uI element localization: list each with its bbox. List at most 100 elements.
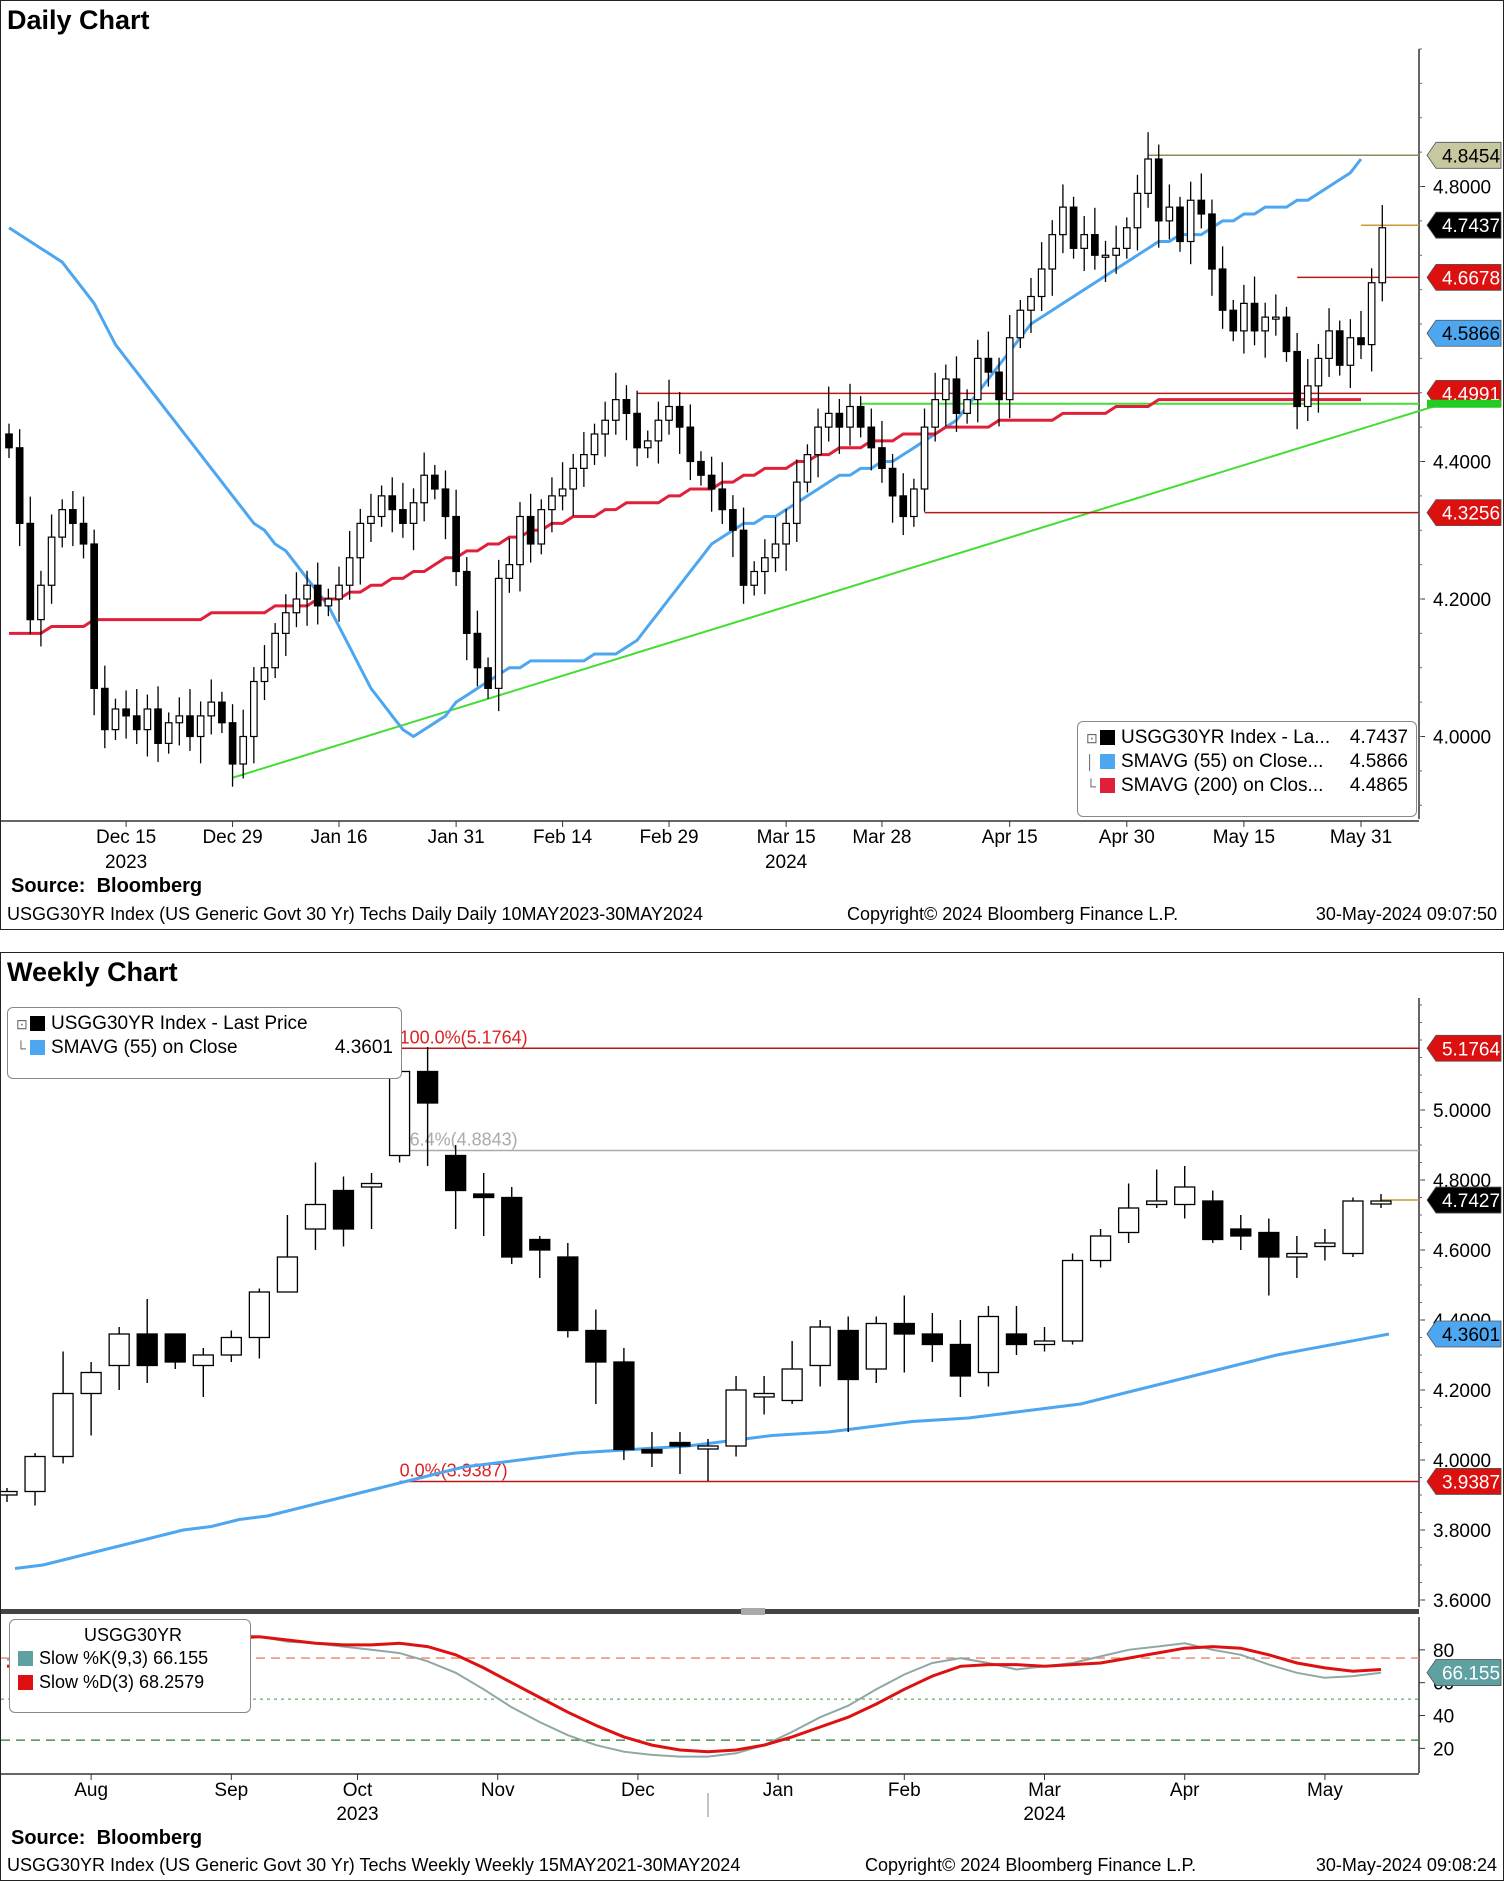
daily-candle (686, 426, 695, 463)
daily-x-tick-label: Jan 31 (428, 827, 485, 848)
weekly-sma55-line (14, 1332, 1390, 1570)
daily-candle (760, 557, 769, 573)
weekly-candle (332, 1189, 355, 1230)
daily-candle (324, 598, 333, 607)
weekly-y-tick-label: 4.6000 (1433, 1241, 1491, 1262)
stochastic-legend-title: USGG30YR (84, 1625, 183, 1645)
daily-candle (1303, 385, 1312, 408)
weekly-candle (1, 1490, 18, 1496)
daily-x-tick-label: Feb 29 (639, 827, 698, 848)
daily-candle (505, 564, 514, 579)
weekly-candle (557, 1256, 579, 1332)
daily-candle (633, 412, 641, 449)
daily-level-label: 4.3256 (1442, 504, 1500, 525)
daily-level-label: 4.5866 (1442, 324, 1500, 345)
weekly-legend-row-sma55: └ SMAVG (55) on Close 4.3601 (16, 1037, 393, 1058)
daily-candle (952, 378, 961, 414)
daily-candle (132, 715, 141, 731)
stochastic-legend-row-k: Slow %K(9,3) 66.155 (18, 1646, 242, 1670)
weekly-candle (192, 1354, 214, 1367)
stoch-value-tag (1426, 1659, 1502, 1686)
daily-candle (590, 433, 599, 456)
daily-candle (292, 598, 301, 614)
weekly-candle (977, 1315, 1000, 1374)
weekly-x-tick-label: Dec (621, 1780, 655, 1801)
daily-candle (1080, 234, 1089, 249)
daily-candle (899, 495, 908, 518)
daily-candle (611, 399, 620, 421)
daily-candle (90, 543, 99, 689)
daily-x-tick-label: May 31 (1330, 827, 1392, 848)
daily-candle (1059, 206, 1067, 236)
daily-chart-plot: 4.8000 4.4000 4.2000 4.0000 Dec 15 2023 Dec 29… (1, 48, 1502, 871)
weekly-candle (276, 1256, 299, 1293)
daily-candle (1037, 268, 1046, 298)
weekly-level-tag (1426, 1034, 1502, 1062)
daily-candle (697, 460, 705, 476)
daily-candle (207, 701, 216, 717)
daily-candle (100, 687, 109, 731)
weekly-candle (360, 1182, 383, 1188)
daily-candle (143, 708, 152, 731)
daily-candle (420, 474, 429, 504)
weekly-candle (641, 1448, 663, 1454)
weekly-pane-separator (1, 1609, 1419, 1614)
daily-x-tick-label: Mar 28 (852, 827, 911, 848)
weekly-chart-plot: 5.00004.80004.60004.40004.20004.00003.80… (1, 998, 1502, 1825)
weekly-candle (837, 1329, 859, 1381)
daily-candle (1378, 227, 1387, 284)
daily-legend-row-sma200: └ SMAVG (200) on Clos... 4.4865 (1086, 775, 1408, 796)
weekly-candle (304, 1203, 327, 1230)
daily-candle (558, 488, 567, 497)
stoch-y-tick-label: 40 (1433, 1707, 1454, 1728)
weekly-candle (108, 1333, 130, 1367)
daily-candle (367, 515, 375, 524)
daily-candle (1048, 234, 1057, 270)
weekly-source: Source: Bloomberg (11, 1827, 203, 1849)
weekly-x-tick-label: May (1307, 1780, 1343, 1801)
weekly-candle (529, 1238, 551, 1251)
weekly-candle (220, 1336, 242, 1356)
daily-candle (1271, 316, 1280, 320)
daily-candle (526, 515, 535, 545)
sma55-swatch (30, 1040, 45, 1055)
stoch-y-tick-label: 80 (1433, 1641, 1454, 1662)
daily-candle (388, 495, 397, 511)
daily-candle (218, 701, 226, 724)
daily-candle (1293, 350, 1301, 408)
daily-candle (867, 426, 876, 449)
weekly-candle (949, 1343, 972, 1377)
daily-candle (79, 522, 88, 545)
daily-candle (484, 667, 492, 689)
daily-level-tag (1426, 263, 1502, 291)
daily-candle (409, 502, 418, 524)
daily-candle (824, 412, 833, 428)
daily-candle (675, 405, 684, 428)
daily-candle (910, 488, 918, 518)
daily-candle (250, 680, 258, 738)
weekly-candle (613, 1361, 635, 1451)
weekly-candle (893, 1322, 915, 1335)
weekly-footer-left: USGG30YR Index (US Generic Govt 30 Yr) T… (7, 1855, 741, 1875)
weekly-candle (445, 1154, 467, 1192)
weekly-y-tick-label: 3.6000 (1433, 1591, 1491, 1612)
weekly-y-tick-label: 4.2000 (1433, 1381, 1491, 1402)
weekly-candle (1342, 1200, 1364, 1255)
weekly-level-tag (1426, 1468, 1502, 1495)
daily-candle (516, 515, 524, 566)
weekly-x-tick-label: Feb (888, 1780, 921, 1801)
daily-candle (1176, 206, 1184, 243)
daily-candle (835, 412, 844, 428)
daily-candle (1229, 309, 1238, 332)
daily-candle (335, 584, 343, 600)
daily-candle (665, 405, 673, 421)
stoch-value-label: 66.155 (1442, 1664, 1500, 1685)
daily-candle (1197, 199, 1206, 215)
weekly-footer-copyright: Copyright© 2024 Bloomberg Finance L.P. (865, 1855, 1197, 1875)
weekly-level-label: 5.1764 (1442, 1039, 1501, 1060)
weekly-x-year-label: 2023 (336, 1804, 378, 1825)
daily-candle (1346, 337, 1355, 366)
daily-candle (1367, 282, 1376, 346)
weekly-level-label: 3.9387 (1442, 1472, 1500, 1493)
weekly-candle (865, 1322, 887, 1370)
